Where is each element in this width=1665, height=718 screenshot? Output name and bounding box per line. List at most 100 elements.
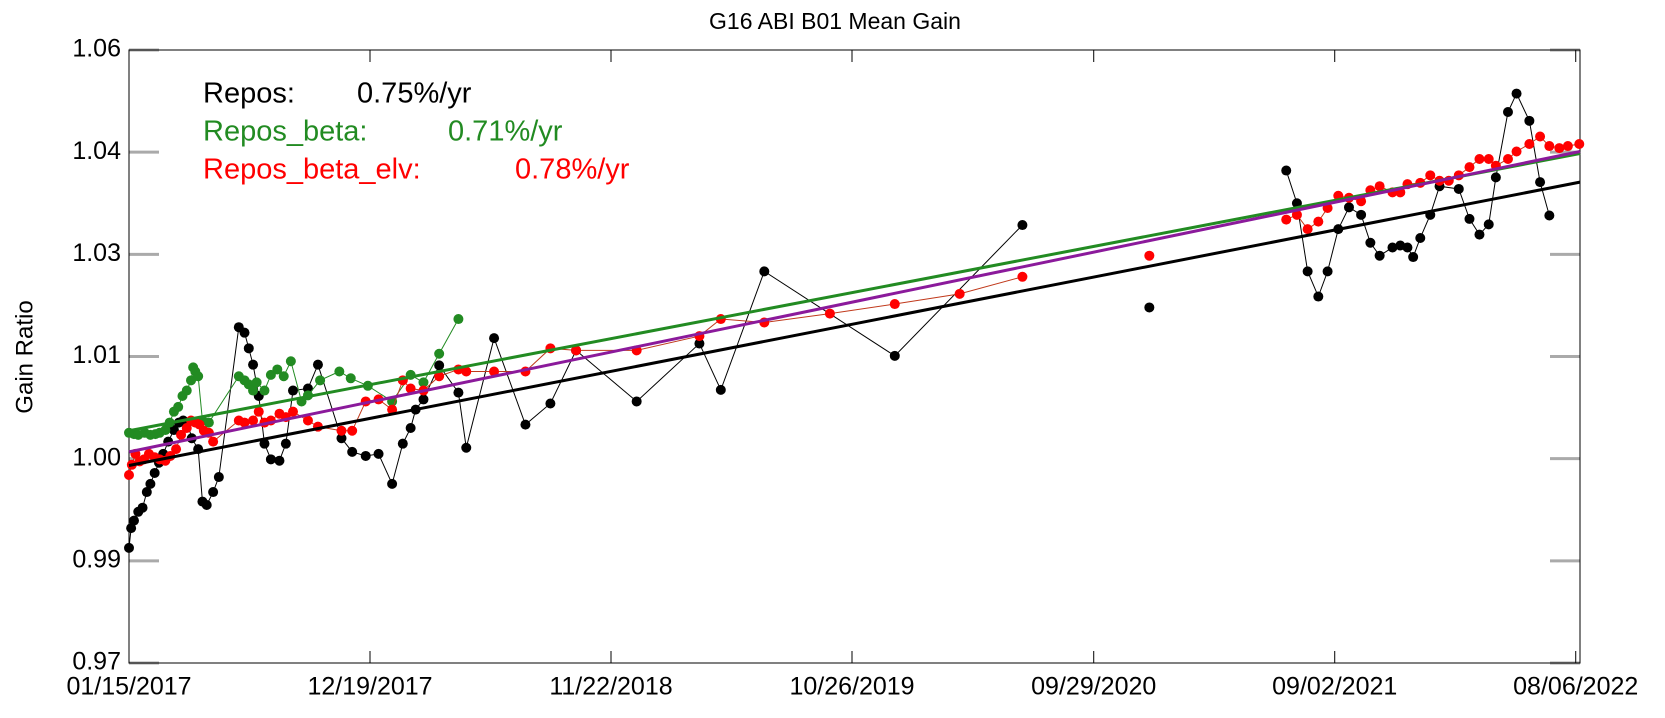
data-point: [1511, 146, 1522, 157]
data-point: [405, 383, 416, 394]
data-point: [1415, 232, 1426, 243]
data-point: [1544, 210, 1555, 221]
legend-label: Repos:: [203, 78, 295, 110]
data-point: [1291, 209, 1302, 220]
data-point: [280, 438, 291, 449]
data-point: [1502, 106, 1513, 117]
data-point: [1017, 220, 1028, 231]
data-point: [1408, 252, 1419, 263]
data-point: [253, 406, 264, 417]
data-point: [434, 371, 445, 382]
data-point: [1554, 143, 1565, 154]
data-point: [418, 377, 429, 388]
data-point: [453, 387, 464, 398]
data-point: [1144, 250, 1155, 261]
data-point: [137, 502, 148, 513]
data-point: [1322, 266, 1333, 277]
legend-rate: 0.75%/yr: [357, 78, 472, 110]
data-point: [1535, 177, 1546, 188]
data-point: [1562, 141, 1573, 152]
y-tick-label: 1.03: [72, 239, 121, 267]
data-point: [1387, 242, 1398, 253]
data-point: [272, 364, 283, 375]
data-point: [1502, 153, 1513, 164]
data-point: [128, 515, 139, 526]
data-point: [1483, 153, 1494, 164]
data-point: [334, 366, 345, 377]
data-point: [1313, 291, 1324, 302]
data-point: [405, 423, 416, 434]
y-tick-label: 1.00: [72, 443, 121, 471]
data-point: [239, 327, 250, 338]
legend-rate: 0.78%/yr: [515, 154, 630, 186]
data-point: [160, 425, 171, 436]
data-point: [1544, 141, 1555, 152]
data-point: [315, 375, 326, 386]
data-point: [434, 360, 445, 371]
data-point: [461, 442, 472, 453]
data-point: [489, 366, 500, 377]
legend-label: Repos_beta_elv:: [203, 154, 421, 186]
data-point: [1464, 162, 1475, 173]
data-point: [489, 333, 500, 344]
data-point: [259, 385, 270, 396]
data-point: [126, 523, 137, 534]
data-point: [248, 415, 259, 426]
data-point: [418, 394, 429, 405]
data-point: [336, 433, 347, 444]
data-point: [193, 371, 204, 382]
y-tick-label: 1.01: [72, 341, 121, 369]
legend-label: Repos_beta:: [203, 116, 367, 148]
data-point: [571, 345, 582, 356]
data-point: [1313, 216, 1324, 227]
data-point: [149, 467, 160, 478]
data-point: [145, 478, 156, 489]
data-point: [694, 338, 705, 349]
data-point: [1356, 209, 1367, 220]
data-point: [168, 425, 179, 436]
data-point: [287, 385, 298, 396]
data-point: [302, 415, 313, 426]
data-point: [461, 366, 472, 377]
data-point: [759, 266, 770, 277]
data-point: [1144, 302, 1155, 313]
data-point: [1524, 115, 1535, 126]
data-point: [1374, 250, 1385, 261]
data-point: [1302, 266, 1313, 277]
y-tick-label: 0.99: [72, 545, 121, 573]
data-point: [243, 343, 254, 354]
data-point: [1281, 214, 1292, 225]
data-point: [265, 454, 276, 465]
data-point: [824, 308, 835, 319]
data-point: [1302, 224, 1313, 235]
data-point: [1483, 219, 1494, 230]
data-point: [208, 487, 219, 498]
data-point: [345, 373, 356, 384]
x-tick-label: 09/29/2020: [1031, 673, 1156, 701]
data-point: [1474, 153, 1485, 164]
data-point: [360, 450, 371, 461]
data-point: [141, 487, 152, 498]
x-tick-label: 12/19/2017: [307, 673, 432, 701]
data-point: [208, 436, 219, 447]
data-point: [1464, 213, 1475, 224]
data-point: [312, 359, 323, 370]
trend-line: [128, 152, 1581, 433]
data-point: [387, 478, 398, 489]
data-point: [1453, 183, 1464, 194]
plot-frame: [128, 49, 1581, 664]
data-point: [347, 446, 358, 457]
x-tick-label: 10/26/2019: [789, 673, 914, 701]
data-point: [715, 384, 726, 395]
data-point: [176, 429, 187, 440]
data-point: [1511, 88, 1522, 99]
data-point: [203, 417, 214, 428]
x-tick-label: 09/02/2021: [1272, 673, 1397, 701]
data-point: [1490, 172, 1501, 183]
data-point: [287, 406, 298, 417]
data-point: [251, 377, 262, 388]
data-point: [434, 348, 445, 359]
data-point: [213, 472, 224, 483]
